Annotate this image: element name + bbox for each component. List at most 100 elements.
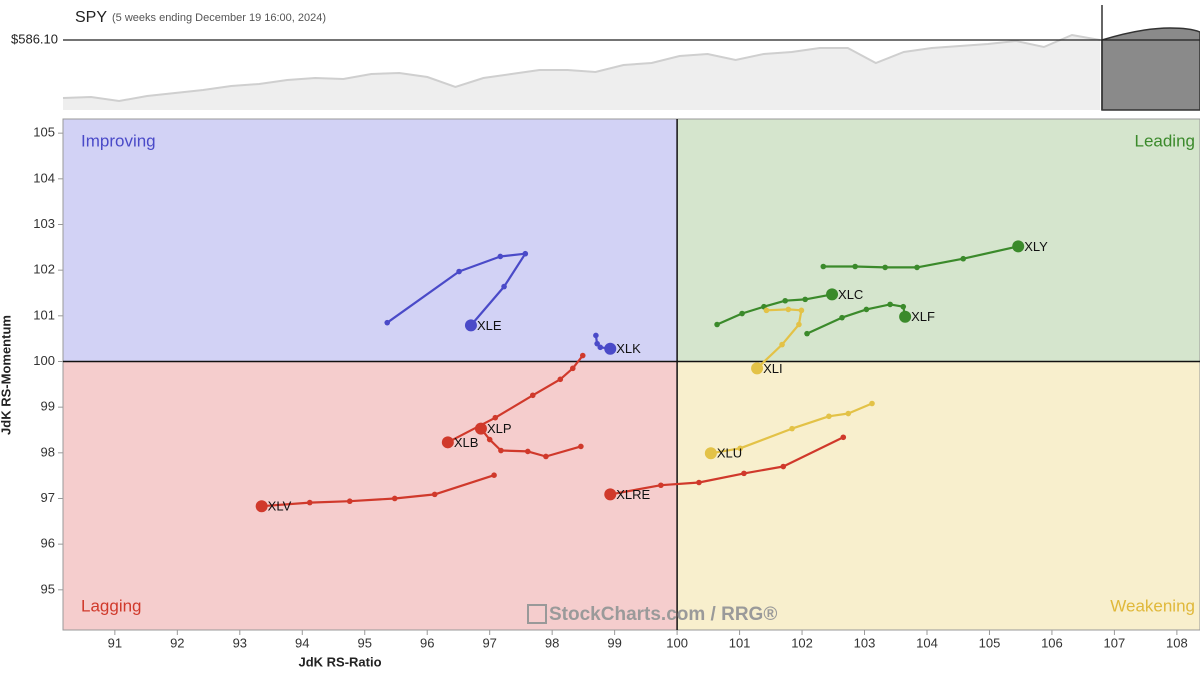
quadrant [63,119,678,362]
quadrant-label: Weakening [1110,596,1195,615]
y-tick-label: 101 [33,307,55,322]
tail-point [820,263,827,270]
series-label: XLY [1024,239,1048,254]
tail-head [255,500,268,513]
tail-point [497,253,504,260]
x-tick-label: 107 [1104,635,1126,650]
tail-line [386,252,527,327]
tail-point [579,352,586,359]
tail-point [741,470,747,477]
y-tick-label: 104 [33,170,55,185]
tail-point [492,414,499,421]
x-tick-label: 106 [1041,635,1063,650]
tail-point [869,400,875,407]
tail-point [593,332,599,339]
tail-point [900,303,907,310]
tail-head [1012,240,1025,253]
tail-point [852,263,858,270]
watermark: StockCharts.com / RRG® [527,604,777,625]
tail-point [431,491,438,498]
series-label: XLK [616,341,641,356]
quadrant-label: Leading [1134,131,1195,150]
quadrant [63,361,678,630]
y-tick-label: 102 [33,262,55,277]
tail: XLB [441,352,586,450]
tail-point [739,310,745,317]
spy-line [62,33,1101,103]
spy-area [63,35,1100,110]
tail-point [498,447,504,454]
tail-line [261,474,495,508]
tail-point [696,479,702,486]
tail: XLK [593,332,641,356]
tail-point [887,301,893,308]
tail-head [826,288,839,301]
tail-point [782,297,788,304]
series-label: XLV [268,499,292,514]
x-tick-label: 96 [420,635,434,650]
x-tick-label: 97 [482,635,496,650]
x-tick-label: 108 [1166,635,1188,650]
tail-head [704,447,717,460]
y-tick-label: 105 [33,125,55,140]
tail-point [780,463,787,470]
tail-point [789,425,795,432]
y-tick-label: 97 [41,490,55,505]
y-tick-label: 99 [41,399,55,414]
tail-point [529,392,536,399]
tail-point [763,307,770,314]
tail-point [658,482,664,489]
tail: XLRE [604,434,847,502]
tail-point [914,264,920,271]
tail: XLY [820,239,1048,271]
tail-head [441,436,454,449]
tail-point [802,296,808,303]
series-label: XLC [838,287,863,302]
tail-point [306,499,313,506]
tail-point [597,344,604,351]
tail-point [839,314,845,321]
quadrant-label: Lagging [81,596,142,615]
series-label: XLI [763,361,783,376]
watermark-text: StockCharts.com / RRG® [549,604,777,625]
watermark-icon [527,604,547,624]
tail-line [823,245,1019,269]
y-tick-label: 98 [41,444,55,459]
tail-head [604,488,617,501]
tail-head [899,310,912,323]
x-tick-label: 94 [295,635,309,650]
series-label: XLF [911,309,935,324]
tail-point [578,443,584,450]
plot-border [62,118,1200,631]
tail: XLU [704,400,875,461]
x-tick-label: 101 [729,635,751,650]
tail-point [384,319,391,326]
tail-point [594,340,600,347]
tail-point [486,436,493,443]
tail: XLC [714,287,863,328]
tail-point [798,307,805,314]
tail: XLI [751,306,805,376]
tail-point [845,410,852,417]
series-label: XLB [454,435,479,450]
tail-point [522,250,529,257]
x-tick-label: 98 [545,635,559,650]
price-label: $586.10 [11,31,58,46]
x-tick-label: 104 [916,635,938,650]
y-tick-label: 100 [33,353,55,368]
tail-line [756,308,803,370]
spy-title: SPY [75,9,107,26]
tail-point [557,376,564,383]
tail-head [604,342,617,355]
x-tick-label: 100 [666,635,688,650]
y-axis-label: JdK RS-Momentum [0,315,13,435]
tail-point [524,448,531,455]
tail-point [346,498,353,505]
x-tick-label: 93 [233,635,247,650]
series-label: XLE [477,318,502,333]
series-label: XLU [717,446,742,461]
tail-point [826,413,832,420]
tail-point [840,434,847,441]
